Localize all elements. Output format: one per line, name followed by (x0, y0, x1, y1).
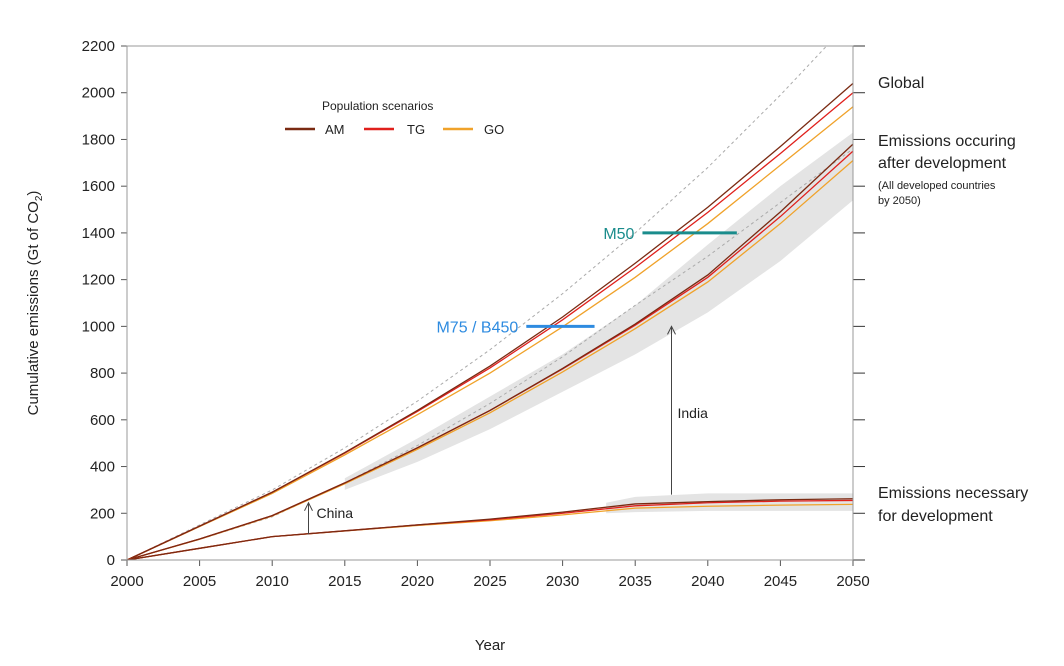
y-tick-label: 1800 (82, 131, 115, 148)
legend-label-am: AM (325, 122, 345, 137)
china-arrow-head (304, 501, 313, 511)
india-label: India (678, 405, 709, 421)
y-axis-label: Cumulative emissions (Gt of CO2) (25, 191, 45, 416)
uncertainty-band (344, 132, 853, 490)
y-tick-label: 2000 (82, 85, 115, 102)
label-after-2: after development (878, 155, 1007, 172)
uncertainty-band (606, 493, 853, 514)
x-tick-label: 2035 (619, 573, 652, 590)
x-tick-label: 2010 (256, 573, 289, 590)
legend-title: Population scenarios (322, 99, 433, 113)
legend-label-tg: TG (407, 122, 425, 137)
china-label: China (317, 505, 354, 521)
y-tick-label: 1400 (82, 225, 115, 242)
x-tick-label: 2030 (546, 573, 579, 590)
x-tick-label: 2015 (328, 573, 361, 590)
legend-label-go: GO (484, 122, 504, 137)
y-tick-label: 200 (90, 505, 115, 522)
y-tick-label: 800 (90, 365, 115, 382)
y-tick-label: 1000 (82, 318, 115, 335)
series-line-am (126, 82, 854, 561)
m75-label: M75 / B450 (436, 319, 518, 336)
m50-label: M50 (603, 226, 634, 243)
series-line-go (126, 106, 854, 561)
x-axis-label: Year (475, 637, 505, 654)
label-after-3: (All developed countries (878, 180, 996, 192)
series-line-go (126, 503, 854, 561)
y-tick-label: 1600 (82, 178, 115, 195)
x-tick-label: 2005 (183, 573, 216, 590)
x-tick-label: 2000 (110, 573, 143, 590)
series-line-am (126, 143, 854, 561)
x-tick-label: 2020 (401, 573, 434, 590)
x-tick-label: 2025 (473, 573, 506, 590)
y-tick-label: 1200 (82, 272, 115, 289)
x-tick-label: 2040 (691, 573, 724, 590)
y-tick-label: 600 (90, 412, 115, 429)
label-after-1: Emissions occuring (878, 133, 1016, 150)
india-arrow-head (667, 325, 676, 335)
label-necessary-1: Emissions necessary (878, 485, 1028, 502)
y-tick-label: 400 (90, 459, 115, 476)
legend: Population scenarios AM TG GO (285, 99, 504, 137)
y-tick-label: 2200 (82, 38, 115, 55)
label-necessary-2: for development (878, 508, 993, 525)
x-tick-label: 2045 (764, 573, 797, 590)
x-tick-label: 2050 (836, 573, 869, 590)
plot-frame (126, 45, 854, 561)
series-line-am (126, 498, 854, 561)
y-tick-label: 0 (107, 552, 115, 569)
label-after-4: by 2050) (878, 195, 921, 207)
dashed-reference-line (126, 45, 827, 561)
label-global: Global (878, 75, 924, 92)
